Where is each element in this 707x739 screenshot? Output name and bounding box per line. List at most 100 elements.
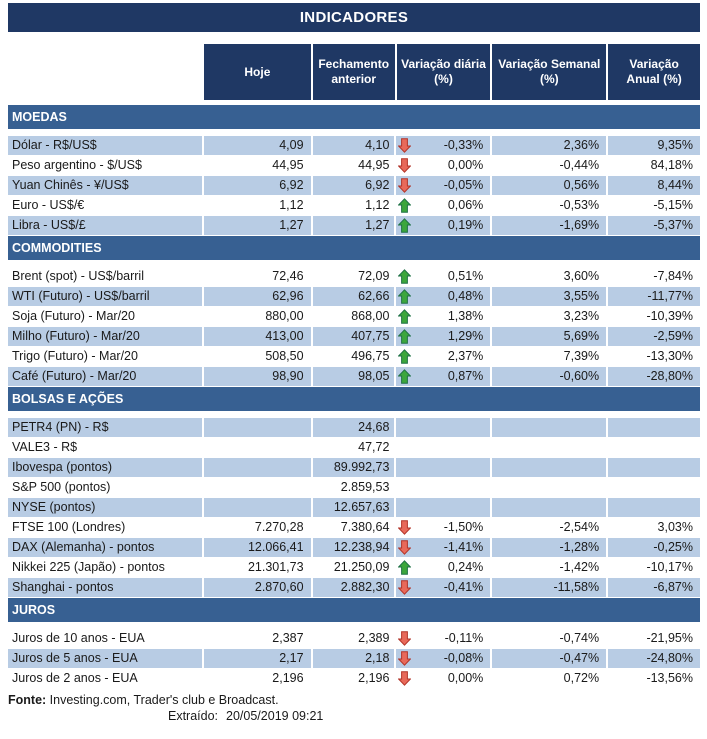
variacao-semanal-cell: -0,53% bbox=[492, 196, 609, 215]
variacao-semanal-cell bbox=[492, 498, 609, 517]
row-label: WTI (Futuro) - US$/barril bbox=[8, 287, 204, 306]
hoje-cell: 508,50 bbox=[204, 347, 313, 366]
variacao-diaria-cell: 2,37% bbox=[396, 347, 493, 366]
table-row: Libra - US$/£ 1,27 1,27 0,19% -1,69% -5,37% bbox=[8, 216, 700, 236]
up-arrow-icon bbox=[398, 369, 412, 385]
variacao-anual-cell: -13,30% bbox=[646, 349, 693, 363]
column-header-row: Hoje Fechamento anterior Variação diária… bbox=[204, 44, 700, 100]
row-label: Café (Futuro) - Mar/20 bbox=[8, 367, 204, 386]
hoje-cell bbox=[204, 478, 313, 497]
extracted-line: Extraído: 20/05/2019 09:21 bbox=[8, 709, 700, 723]
variacao-diaria-value: -0,41% bbox=[443, 580, 484, 594]
down-arrow-icon bbox=[398, 631, 412, 647]
table-row: Ibovespa (pontos) 89.992,73 bbox=[8, 458, 700, 478]
variacao-diaria-value: -0,05% bbox=[443, 178, 484, 192]
hoje-cell: 7.270,28 bbox=[204, 518, 313, 537]
table-row: Trigo (Futuro) - Mar/20 508,50 496,75 2,37%… bbox=[8, 347, 700, 367]
section-header-juros: JUROS bbox=[8, 598, 700, 622]
table-body: MOEDAS Dólar - R$/US$ 4,09 4,10 -0,33% 2,36% 9… bbox=[8, 105, 700, 689]
variacao-diaria-cell: 0,00% bbox=[396, 156, 493, 175]
row-label: FTSE 100 (Londres) bbox=[8, 518, 204, 537]
variacao-anual-cell bbox=[608, 478, 700, 497]
table-row: PETR4 (PN) - R$ 24,68 bbox=[8, 418, 700, 438]
variacao-diaria-cell: 0,00% bbox=[396, 669, 493, 688]
variacao-diaria-cell bbox=[396, 418, 493, 437]
variacao-diaria-value: 2,37% bbox=[447, 349, 484, 363]
variacao-diaria-cell bbox=[396, 458, 493, 477]
variacao-diaria-value: 0,87% bbox=[447, 369, 484, 383]
variacao-anual-cell: 3,03% bbox=[657, 520, 693, 534]
down-arrow-icon bbox=[398, 651, 412, 667]
variacao-diaria-cell: 0,24% bbox=[396, 558, 493, 577]
variacao-diaria-cell: -1,50% bbox=[396, 518, 493, 537]
table-row: Dólar - R$/US$ 4,09 4,10 -0,33% 2,36% 9,35% bbox=[8, 136, 700, 156]
down-arrow-icon bbox=[398, 540, 412, 556]
hoje-cell: 12.066,41 bbox=[203, 538, 313, 557]
variacao-diaria-cell: -0,33% bbox=[396, 136, 493, 155]
down-arrow-icon bbox=[398, 580, 412, 596]
variacao-semanal-cell: -0,47% bbox=[492, 649, 609, 668]
table-row: Juros de 10 anos - EUA 2,387 2,389 -0,11% -0… bbox=[8, 629, 700, 649]
hoje-cell: 413,00 bbox=[203, 327, 313, 346]
table-row: S&P 500 (pontos) 2.859,53 bbox=[8, 478, 700, 498]
variacao-diaria-value: 1,38% bbox=[447, 309, 484, 323]
fechamento-anterior-cell: 12.238,94 bbox=[312, 538, 397, 557]
variacao-diaria-cell: 1,38% bbox=[396, 307, 493, 326]
hoje-cell: 1,27 bbox=[203, 216, 313, 235]
hoje-cell: 2,196 bbox=[204, 669, 313, 688]
variacao-anual-cell: -6,87% bbox=[608, 578, 700, 597]
variacao-anual-cell: -2,59% bbox=[608, 327, 700, 346]
row-label: Trigo (Futuro) - Mar/20 bbox=[8, 347, 204, 366]
variacao-diaria-value: 0,06% bbox=[447, 198, 484, 212]
fechamento-anterior-cell: 2.882,30 bbox=[312, 578, 397, 597]
row-label: Brent (spot) - US$/barril bbox=[8, 267, 204, 286]
variacao-semanal-cell: 0,72% bbox=[492, 669, 609, 688]
hoje-cell: 2,387 bbox=[204, 629, 313, 648]
table-row: Brent (spot) - US$/barril 72,46 72,09 0,51%… bbox=[8, 267, 700, 287]
variacao-anual-cell: -10,39% bbox=[646, 309, 693, 323]
variacao-anual-cell: -10,17% bbox=[646, 560, 693, 574]
variacao-anual-cell: 9,35% bbox=[608, 136, 700, 155]
section-header-commodities: COMMODITIES bbox=[8, 236, 700, 260]
hoje-cell: 62,96 bbox=[203, 287, 313, 306]
fechamento-anterior-cell: 62,66 bbox=[312, 287, 397, 306]
fechamento-anterior-cell: 1,12 bbox=[313, 196, 397, 215]
down-arrow-icon bbox=[398, 671, 412, 687]
fechamento-anterior-cell: 868,00 bbox=[313, 307, 397, 326]
variacao-diaria-cell: 0,51% bbox=[396, 267, 493, 286]
table-row: DAX (Alemanha) - pontos 12.066,41 12.238,9… bbox=[8, 538, 700, 558]
fechamento-anterior-cell: 407,75 bbox=[312, 327, 397, 346]
up-arrow-icon bbox=[398, 560, 412, 576]
variacao-anual-cell: -24,80% bbox=[608, 649, 700, 668]
table-row: NYSE (pontos) 12.657,63 bbox=[8, 498, 700, 518]
row-label: Juros de 10 anos - EUA bbox=[8, 629, 204, 648]
table-row: Soja (Futuro) - Mar/20 880,00 868,00 1,38% 3… bbox=[8, 307, 700, 327]
fechamento-anterior-cell: 2,389 bbox=[313, 629, 397, 648]
fechamento-anterior-cell: 7.380,64 bbox=[313, 518, 397, 537]
hoje-cell: 44,95 bbox=[204, 156, 313, 175]
variacao-semanal-cell: 0,56% bbox=[492, 176, 609, 195]
variacao-anual-cell: 8,44% bbox=[608, 176, 700, 195]
table-row: Nikkei 225 (Japão) - pontos 21.301,73 21.2… bbox=[8, 558, 700, 578]
variacao-anual-cell: -11,77% bbox=[608, 287, 700, 306]
table-row: Shanghai - pontos 2.870,60 2.882,30 -0,41% -… bbox=[8, 578, 700, 598]
row-label: PETR4 (PN) - R$ bbox=[8, 418, 204, 437]
table-row: Juros de 5 anos - EUA 2,17 2,18 -0,08% -0,47… bbox=[8, 649, 700, 669]
variacao-diaria-cell: 0,87% bbox=[396, 367, 493, 386]
row-label: Milho (Futuro) - Mar/20 bbox=[8, 327, 204, 346]
variacao-anual-cell bbox=[608, 498, 700, 517]
table-row: Café (Futuro) - Mar/20 98,90 98,05 0,87% -0,… bbox=[8, 367, 700, 387]
row-label: Juros de 5 anos - EUA bbox=[8, 649, 204, 668]
down-arrow-icon bbox=[398, 178, 412, 194]
fechamento-anterior-cell: 2,18 bbox=[312, 649, 397, 668]
variacao-diaria-value: -1,41% bbox=[443, 540, 484, 554]
footer: Fonte: Investing.com, Trader's club e Br… bbox=[8, 693, 700, 723]
section-header-bolsas-e-a-es: BOLSAS E AÇÕES bbox=[8, 387, 700, 411]
table-row: Yuan Chinês - ¥/US$ 6,92 6,92 -0,05% 0,56% 8,… bbox=[8, 176, 700, 196]
extracted-timestamp: 20/05/2019 09:21 bbox=[226, 709, 324, 723]
hoje-cell: 6,92 bbox=[203, 176, 313, 195]
variacao-diaria-cell bbox=[396, 478, 493, 497]
variacao-diaria-value: -0,33% bbox=[443, 138, 484, 152]
row-label: Shanghai - pontos bbox=[8, 578, 204, 597]
variacao-semanal-cell bbox=[492, 458, 609, 477]
